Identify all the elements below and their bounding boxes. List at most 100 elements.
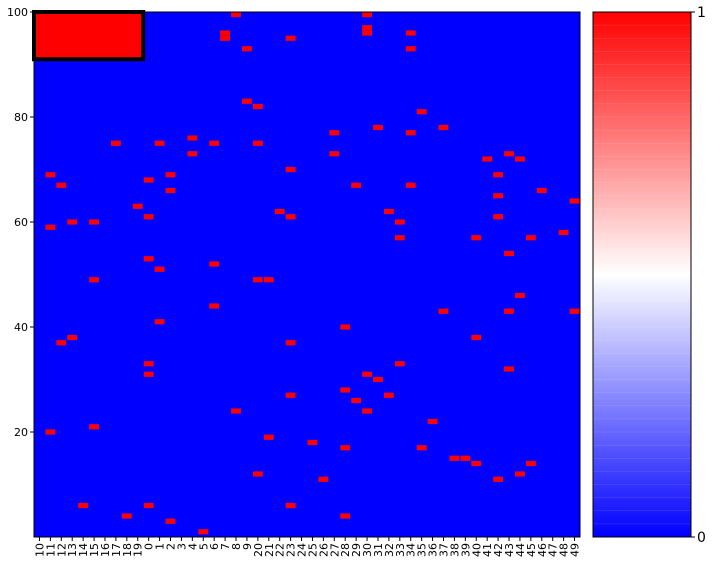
heatmap-cell — [362, 12, 372, 18]
heatmap-cell — [449, 455, 460, 461]
y-tick-label: 60 — [14, 216, 28, 229]
heatmap-cell — [242, 46, 252, 52]
x-tick-label: 11 — [44, 543, 57, 557]
x-tick-label: 3 — [175, 543, 188, 550]
heatmap-cell — [405, 130, 416, 136]
heatmap-cell — [405, 30, 416, 36]
heatmap-cell — [209, 140, 220, 146]
x-tick-label: 47 — [547, 543, 560, 557]
x-tick-label: 28 — [339, 543, 352, 557]
x-tick-label: 31 — [372, 543, 385, 557]
heatmap-cell — [78, 502, 89, 509]
heatmap-cell — [515, 471, 525, 477]
x-tick-label: 49 — [569, 543, 582, 557]
heatmap-cell — [493, 193, 504, 199]
heatmap-cell — [187, 135, 198, 141]
heatmap-cell — [373, 124, 383, 131]
heatmap-cell — [242, 98, 252, 104]
heatmap-cell — [110, 140, 121, 146]
x-tick-label: 26 — [317, 543, 330, 557]
heatmap-background — [34, 12, 580, 537]
heatmap-cell — [143, 214, 154, 220]
heatmap-cell — [209, 303, 220, 309]
colorbar-frame — [592, 11, 692, 538]
heatmap-cell — [143, 361, 154, 367]
heatmap-cell — [154, 319, 165, 325]
x-tick-label: 46 — [536, 543, 549, 557]
x-tick-label: 33 — [394, 543, 407, 557]
heatmap-cell — [318, 476, 329, 482]
highlight-block — [32, 10, 146, 62]
heatmap-cell — [67, 334, 78, 341]
heatmap-cell — [285, 340, 296, 346]
heatmap-cell — [569, 198, 580, 204]
heatmap-cell — [438, 308, 449, 314]
heatmap-cell — [187, 151, 198, 157]
heatmap-cell — [340, 324, 351, 330]
heatmap-cell — [394, 235, 405, 241]
heatmap-cell — [121, 513, 132, 519]
heatmap-cell — [362, 408, 372, 414]
heatmap-cell — [45, 429, 56, 435]
heatmap-cell — [416, 109, 427, 115]
heatmap-cell — [460, 455, 471, 461]
heatmap-cell — [504, 250, 514, 257]
x-tick-label: 42 — [492, 543, 505, 557]
heatmap-cell — [198, 529, 209, 535]
x-tick-label: 15 — [88, 543, 101, 557]
heatmap-cell — [471, 460, 482, 467]
heatmap-cell — [252, 471, 263, 477]
heatmap-cell — [220, 30, 231, 36]
x-tick-label: 1 — [154, 543, 167, 550]
heatmap-cell — [165, 187, 176, 194]
colorbar-tick-label: 0 — [697, 530, 706, 546]
x-tick-label: 44 — [514, 543, 527, 557]
heatmap-cell — [285, 392, 296, 398]
heatmap-cell — [504, 308, 514, 314]
heatmap-cell — [383, 392, 394, 398]
x-tick-label: 38 — [448, 543, 461, 557]
heatmap-cell — [231, 12, 241, 18]
heatmap-cell — [89, 424, 99, 430]
heatmap-cell — [373, 376, 383, 383]
x-tick-label: 5 — [197, 543, 210, 550]
x-tick-label: 4 — [186, 543, 199, 550]
heatmap-cell — [274, 208, 285, 215]
heatmap-cell — [493, 476, 504, 482]
x-tick-label: 8 — [230, 543, 243, 550]
heatmap-cell — [143, 177, 154, 183]
x-tick-label: 18 — [121, 543, 134, 557]
x-tick-label: 24 — [296, 543, 309, 557]
x-tick-label: 43 — [503, 543, 516, 557]
heatmap-cell — [89, 219, 99, 225]
heatmap-cell — [329, 130, 340, 136]
heatmap-cell — [285, 214, 296, 220]
heatmap-cell — [536, 187, 547, 194]
x-tick-label: 21 — [263, 543, 276, 557]
heatmap-cell — [471, 334, 482, 341]
heatmap-cell — [383, 208, 394, 215]
heatmap-cell — [154, 266, 165, 272]
heatmap-cell — [143, 502, 154, 509]
heatmap-cell — [285, 166, 296, 173]
heatmap-cell — [252, 277, 263, 283]
heatmap-cell — [263, 277, 274, 283]
heatmap-cell — [394, 219, 405, 225]
x-tick-label: 14 — [77, 543, 90, 557]
x-tick-label: 41 — [481, 543, 494, 557]
heatmap-cell — [427, 418, 438, 425]
heatmap-cell — [132, 203, 143, 209]
heatmap-cell — [285, 502, 296, 509]
colorbar — [593, 12, 691, 537]
x-tick-label: 39 — [459, 543, 472, 557]
x-tick-label: 30 — [361, 543, 374, 557]
y-tick-label: 40 — [14, 321, 28, 334]
heatmap-cell — [515, 292, 525, 299]
x-tick-label: 2 — [165, 543, 178, 550]
plot-frame — [33, 11, 581, 538]
heatmap-cell — [569, 308, 580, 314]
heatmap-cell — [515, 156, 525, 162]
x-tick-label: 17 — [110, 543, 123, 557]
